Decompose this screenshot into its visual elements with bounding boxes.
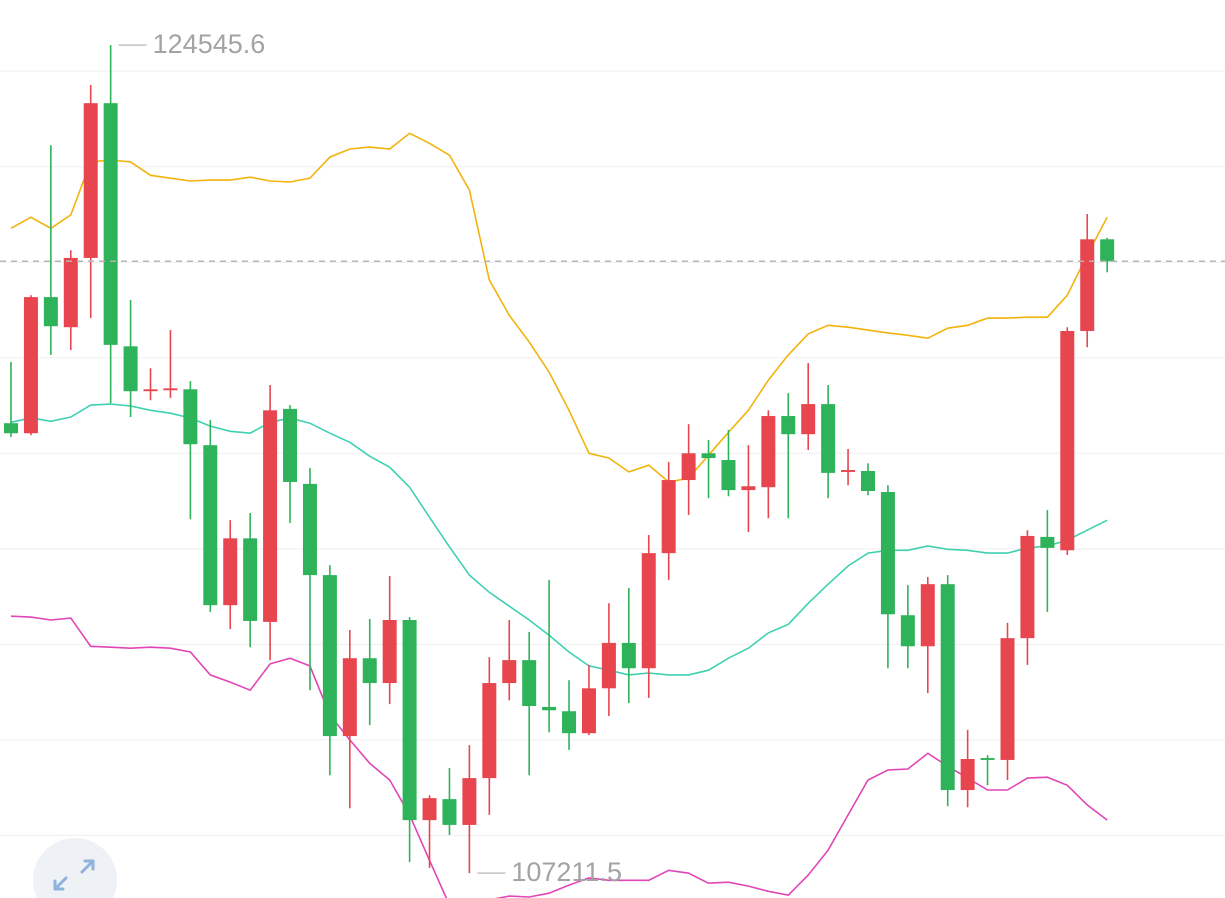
candle-body	[462, 778, 477, 825]
candle-body	[163, 388, 178, 391]
candle-body	[920, 584, 935, 647]
candle-body	[43, 297, 58, 327]
band-line	[10, 132, 1108, 483]
candle-body	[562, 711, 577, 734]
candle-body	[741, 486, 756, 491]
candle-body	[721, 459, 736, 491]
candle-body	[980, 758, 995, 760]
band-line	[10, 615, 1108, 898]
candle-body	[761, 416, 776, 488]
grid	[0, 70, 1225, 836]
candle-body	[83, 103, 98, 258]
candle-body	[123, 346, 138, 392]
candle-body	[482, 683, 497, 779]
candle-body	[661, 480, 676, 554]
candle-body	[641, 553, 656, 669]
candle-body	[442, 799, 457, 825]
candle-body	[900, 615, 915, 647]
candle-body	[103, 103, 118, 345]
candle-body	[522, 660, 537, 706]
candle-body	[223, 538, 238, 606]
candle-body	[542, 706, 557, 711]
candle-body	[821, 404, 836, 473]
candle-body	[502, 660, 517, 684]
candle-body	[880, 491, 895, 615]
candle-body	[601, 642, 616, 689]
candle-body	[841, 470, 856, 472]
candle-body	[183, 389, 198, 445]
candle-body	[781, 416, 796, 435]
candle-body	[422, 798, 437, 821]
candle-body	[243, 538, 258, 621]
candle-body	[860, 470, 875, 492]
candle-body	[402, 620, 417, 821]
expand-icon[interactable]	[53, 859, 95, 891]
candle-body	[143, 389, 158, 392]
candle-body	[322, 575, 337, 737]
candle-body	[302, 483, 317, 576]
candle-body	[342, 658, 357, 737]
candle-body	[1000, 638, 1015, 760]
candle-body	[263, 410, 278, 622]
expand-button-bg[interactable]	[33, 838, 117, 898]
candles	[0, 45, 1225, 874]
candle-body	[203, 445, 218, 606]
candle-body	[1040, 536, 1055, 548]
candle-body	[801, 404, 816, 435]
extreme-label: 124545.6	[153, 29, 266, 59]
candle-body	[681, 453, 696, 481]
candle-body	[1080, 239, 1095, 332]
labels: 124545.6 107211.5	[118, 29, 622, 887]
candle-body	[23, 297, 38, 434]
candle-body	[4, 423, 18, 434]
candle-body	[1020, 535, 1035, 639]
candle-body	[621, 642, 636, 669]
candle-body	[701, 453, 716, 459]
candle-body	[581, 688, 596, 734]
candle-body	[940, 584, 955, 791]
candle-body	[283, 408, 298, 482]
candle-body	[1100, 239, 1115, 262]
candle-body	[362, 658, 377, 684]
candle-body	[960, 759, 975, 791]
candle-body	[63, 257, 78, 328]
expand-button[interactable]	[33, 838, 117, 898]
candle-body	[382, 620, 397, 684]
candle-body	[1060, 331, 1075, 551]
extreme-label: 107211.5	[511, 857, 622, 887]
